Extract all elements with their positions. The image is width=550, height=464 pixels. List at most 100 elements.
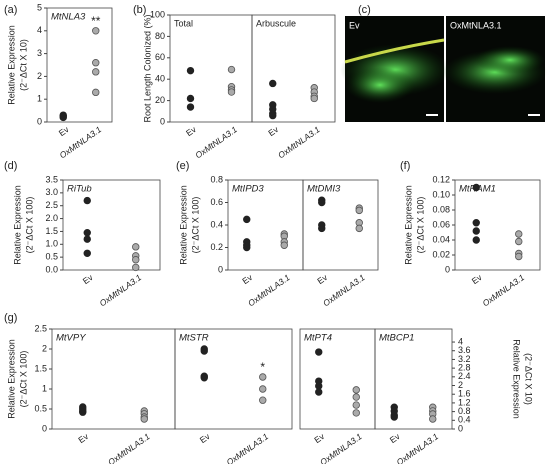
x-tick-label: Ev	[266, 124, 280, 138]
group-title: MtDMI3	[307, 184, 341, 195]
data-point	[318, 224, 326, 233]
data-point	[352, 386, 360, 394]
group-title: RiTub	[67, 184, 92, 195]
group-title: MtBCP1	[379, 333, 414, 344]
data-point	[83, 249, 91, 257]
x-tick-label: Ev	[76, 431, 90, 445]
x-tick-label: Ev	[184, 124, 198, 138]
y-tick-label: 3.0	[45, 187, 58, 197]
x-tick-label: OxMtNLA3.1	[276, 124, 322, 160]
y-tick-label: 0	[218, 264, 223, 274]
plot-frame	[51, 328, 176, 430]
y-tick-label: 0.10	[432, 189, 450, 199]
data-point	[92, 88, 100, 97]
data-point	[227, 88, 236, 96]
y2-tick-label: 3.6	[458, 345, 471, 355]
y-axis-label: Relative Expression	[6, 25, 16, 105]
plot-frame	[169, 14, 253, 123]
y-tick-label: 2	[37, 71, 42, 81]
y-tick-label: 0.5	[45, 252, 58, 262]
panel-label: (g)	[4, 312, 17, 324]
data-point	[315, 348, 323, 356]
x-tick-label: Ev	[388, 431, 402, 445]
y-axis-label: Relative Expression	[178, 185, 188, 265]
data-point	[352, 401, 360, 409]
data-point	[315, 388, 323, 396]
y2-tick-label: 2	[458, 380, 463, 390]
panel-label: (c)	[358, 4, 371, 16]
data-point	[200, 347, 208, 355]
data-point	[79, 408, 87, 416]
y-axis-label: (2⁻ΔCt X 10)	[18, 39, 28, 91]
group-title: Total	[174, 18, 193, 28]
x-tick-label: OxMtNLA3.1	[225, 431, 271, 464]
panel-label: (d)	[4, 160, 17, 172]
data-point	[269, 79, 277, 88]
data-point	[269, 111, 277, 120]
data-point	[318, 198, 326, 207]
x-tick-label: OxMtNLA3.1	[395, 431, 441, 464]
y-tick-label: 1	[42, 383, 47, 393]
plot-frame	[251, 14, 336, 123]
y-axis-label: (2⁻ΔCt X 100)	[18, 351, 28, 408]
y-tick-label: 3	[37, 48, 42, 58]
data-point	[429, 415, 437, 423]
x-tick-label: OxMtNLA3.1	[106, 431, 152, 464]
y-tick-label: 0.0	[45, 264, 58, 274]
data-point	[92, 68, 100, 76]
group-title: Arbuscule	[256, 18, 296, 28]
data-point	[259, 385, 267, 393]
panel-label: (a)	[4, 4, 17, 16]
panel-label: (f)	[400, 160, 410, 172]
data-point	[472, 183, 480, 192]
y-tick-label: 1.0	[45, 239, 58, 249]
data-point	[83, 196, 91, 205]
x-tick-label: Ev	[240, 272, 254, 286]
y-tick-label: 5	[37, 2, 42, 12]
x-tick-label: Ev	[470, 272, 484, 286]
data-point	[243, 243, 251, 252]
data-point	[132, 263, 140, 272]
y-axis-label: Relative Expression	[6, 339, 16, 419]
y-tick-label: 2	[42, 343, 47, 353]
x-tick-label: OxMtNLA3.1	[318, 431, 364, 464]
plot-frame	[454, 179, 541, 271]
y2-tick-label: 2.8	[458, 363, 471, 373]
data-point	[515, 230, 523, 238]
y-axis-label: Root Length Colonized (%)	[142, 14, 152, 122]
x-tick-label: OxMtNLA3.1	[321, 272, 367, 308]
y-tick-label: 0.4	[210, 219, 223, 229]
y-tick-label: 100	[150, 9, 165, 19]
data-point	[355, 206, 363, 215]
x-tick-label: OxMtNLA3.1	[193, 124, 239, 160]
data-point	[83, 235, 91, 243]
root-signal	[345, 67, 415, 103]
plot-frame	[299, 328, 376, 430]
group-title: MtSTR	[179, 333, 209, 344]
significance-mark: *	[260, 360, 265, 374]
data-point	[515, 237, 523, 246]
data-point	[92, 59, 100, 67]
y-tick-label: 80	[155, 31, 165, 41]
y-tick-label: 0.8	[210, 174, 223, 184]
y2-tick-label: 4	[458, 336, 463, 346]
y-tick-label: 0	[445, 264, 450, 274]
y-tick-label: 1.5	[45, 226, 58, 236]
data-point	[140, 415, 148, 423]
panel-label: (e)	[176, 160, 189, 172]
panel-label: (b)	[133, 4, 146, 16]
data-point	[132, 243, 140, 251]
plot-frame	[302, 179, 379, 271]
y-tick-label: 0	[37, 116, 42, 126]
y-tick-label: 0.12	[432, 174, 450, 184]
image-panel: (c) Ev OxMtNLA3.1	[340, 4, 547, 122]
group-title: MtIPD3	[232, 184, 264, 195]
y-axis-label: (2⁻ΔCt X 100)	[190, 197, 200, 254]
y-tick-label: 0.02	[432, 249, 450, 259]
data-point	[186, 66, 195, 75]
y-axis-label: (2⁻ΔCt X 100)	[24, 197, 34, 254]
y2-tick-label: 0	[458, 423, 463, 433]
data-point	[200, 374, 208, 382]
y-tick-label: 40	[155, 74, 165, 84]
